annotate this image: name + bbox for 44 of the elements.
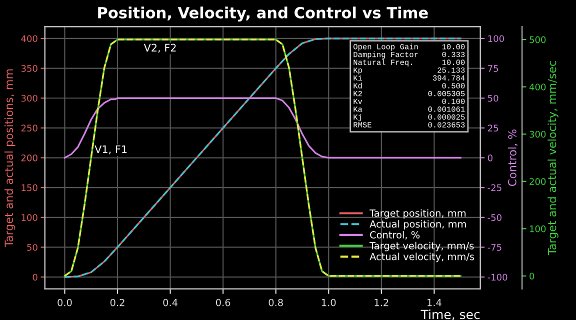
annotation: V2, F2 <box>144 44 176 53</box>
y2-tick-label: 50 <box>488 94 498 102</box>
x-tick-label: 1.2 <box>374 298 388 306</box>
y2-tick-label: 0 <box>488 154 492 162</box>
legend-label: Actual position, mm <box>370 220 466 230</box>
y3-tick-label: 500 <box>530 36 546 44</box>
y-tick-label: 400 <box>21 35 38 42</box>
y-tick-label: 350 <box>21 65 38 72</box>
x-tick-label: 0.8 <box>268 298 283 306</box>
y-tick-label: 150 <box>22 184 38 192</box>
y2-axis-title: Control, % <box>508 129 518 186</box>
y2-tick-label: -100 <box>488 274 508 281</box>
y2-tick-label: -50 <box>488 214 502 221</box>
y-tick-label: 50 <box>27 244 38 251</box>
x-tick-label: 1.4 <box>428 298 442 306</box>
y2-tick-label: -75 <box>488 244 502 251</box>
chart-title: Position, Velocity, and Control vs Time <box>98 6 428 22</box>
y-tick-label: 250 <box>21 124 38 132</box>
annotation: V1, F1 <box>94 145 127 154</box>
y-tick-label: 200 <box>21 154 38 162</box>
x-tick-label: 0.6 <box>216 298 230 306</box>
x-tick-label: 0.2 <box>110 298 124 306</box>
y3-tick-label: 400 <box>529 84 546 90</box>
legend-label: Control, % <box>370 230 420 240</box>
y2-tick-label: 75 <box>488 65 498 72</box>
x-tick-label: 1.0 <box>322 298 336 306</box>
y-tick-label: 0 <box>32 274 38 281</box>
x-tick-label: 0.0 <box>58 298 72 306</box>
y2-tick-label: 100 <box>488 35 504 42</box>
legend-label: Target position, mm <box>370 209 466 219</box>
y3-tick-label: 200 <box>530 178 546 185</box>
y2-tick-label: 25 <box>488 124 498 132</box>
y-tick-label: 300 <box>21 94 38 102</box>
y-tick-label: 100 <box>22 214 38 221</box>
legend-label: Target velocity, mm/s <box>370 242 474 252</box>
y-axis-title: Target and actual positions, mm <box>4 69 16 248</box>
x-axis-title: Time, sec <box>420 309 480 320</box>
legend-label: Actual velocity, mm/s <box>370 252 474 262</box>
y3-axis-title: Target and actual velocity, mm/sec <box>548 61 558 256</box>
y2-tick-label: -25 <box>488 184 502 192</box>
x-tick-label: 0.4 <box>163 298 178 306</box>
y3-tick-label: 300 <box>530 130 546 138</box>
y3-tick-label: 0 <box>530 272 534 280</box>
y3-tick-label: 100 <box>530 225 546 232</box>
